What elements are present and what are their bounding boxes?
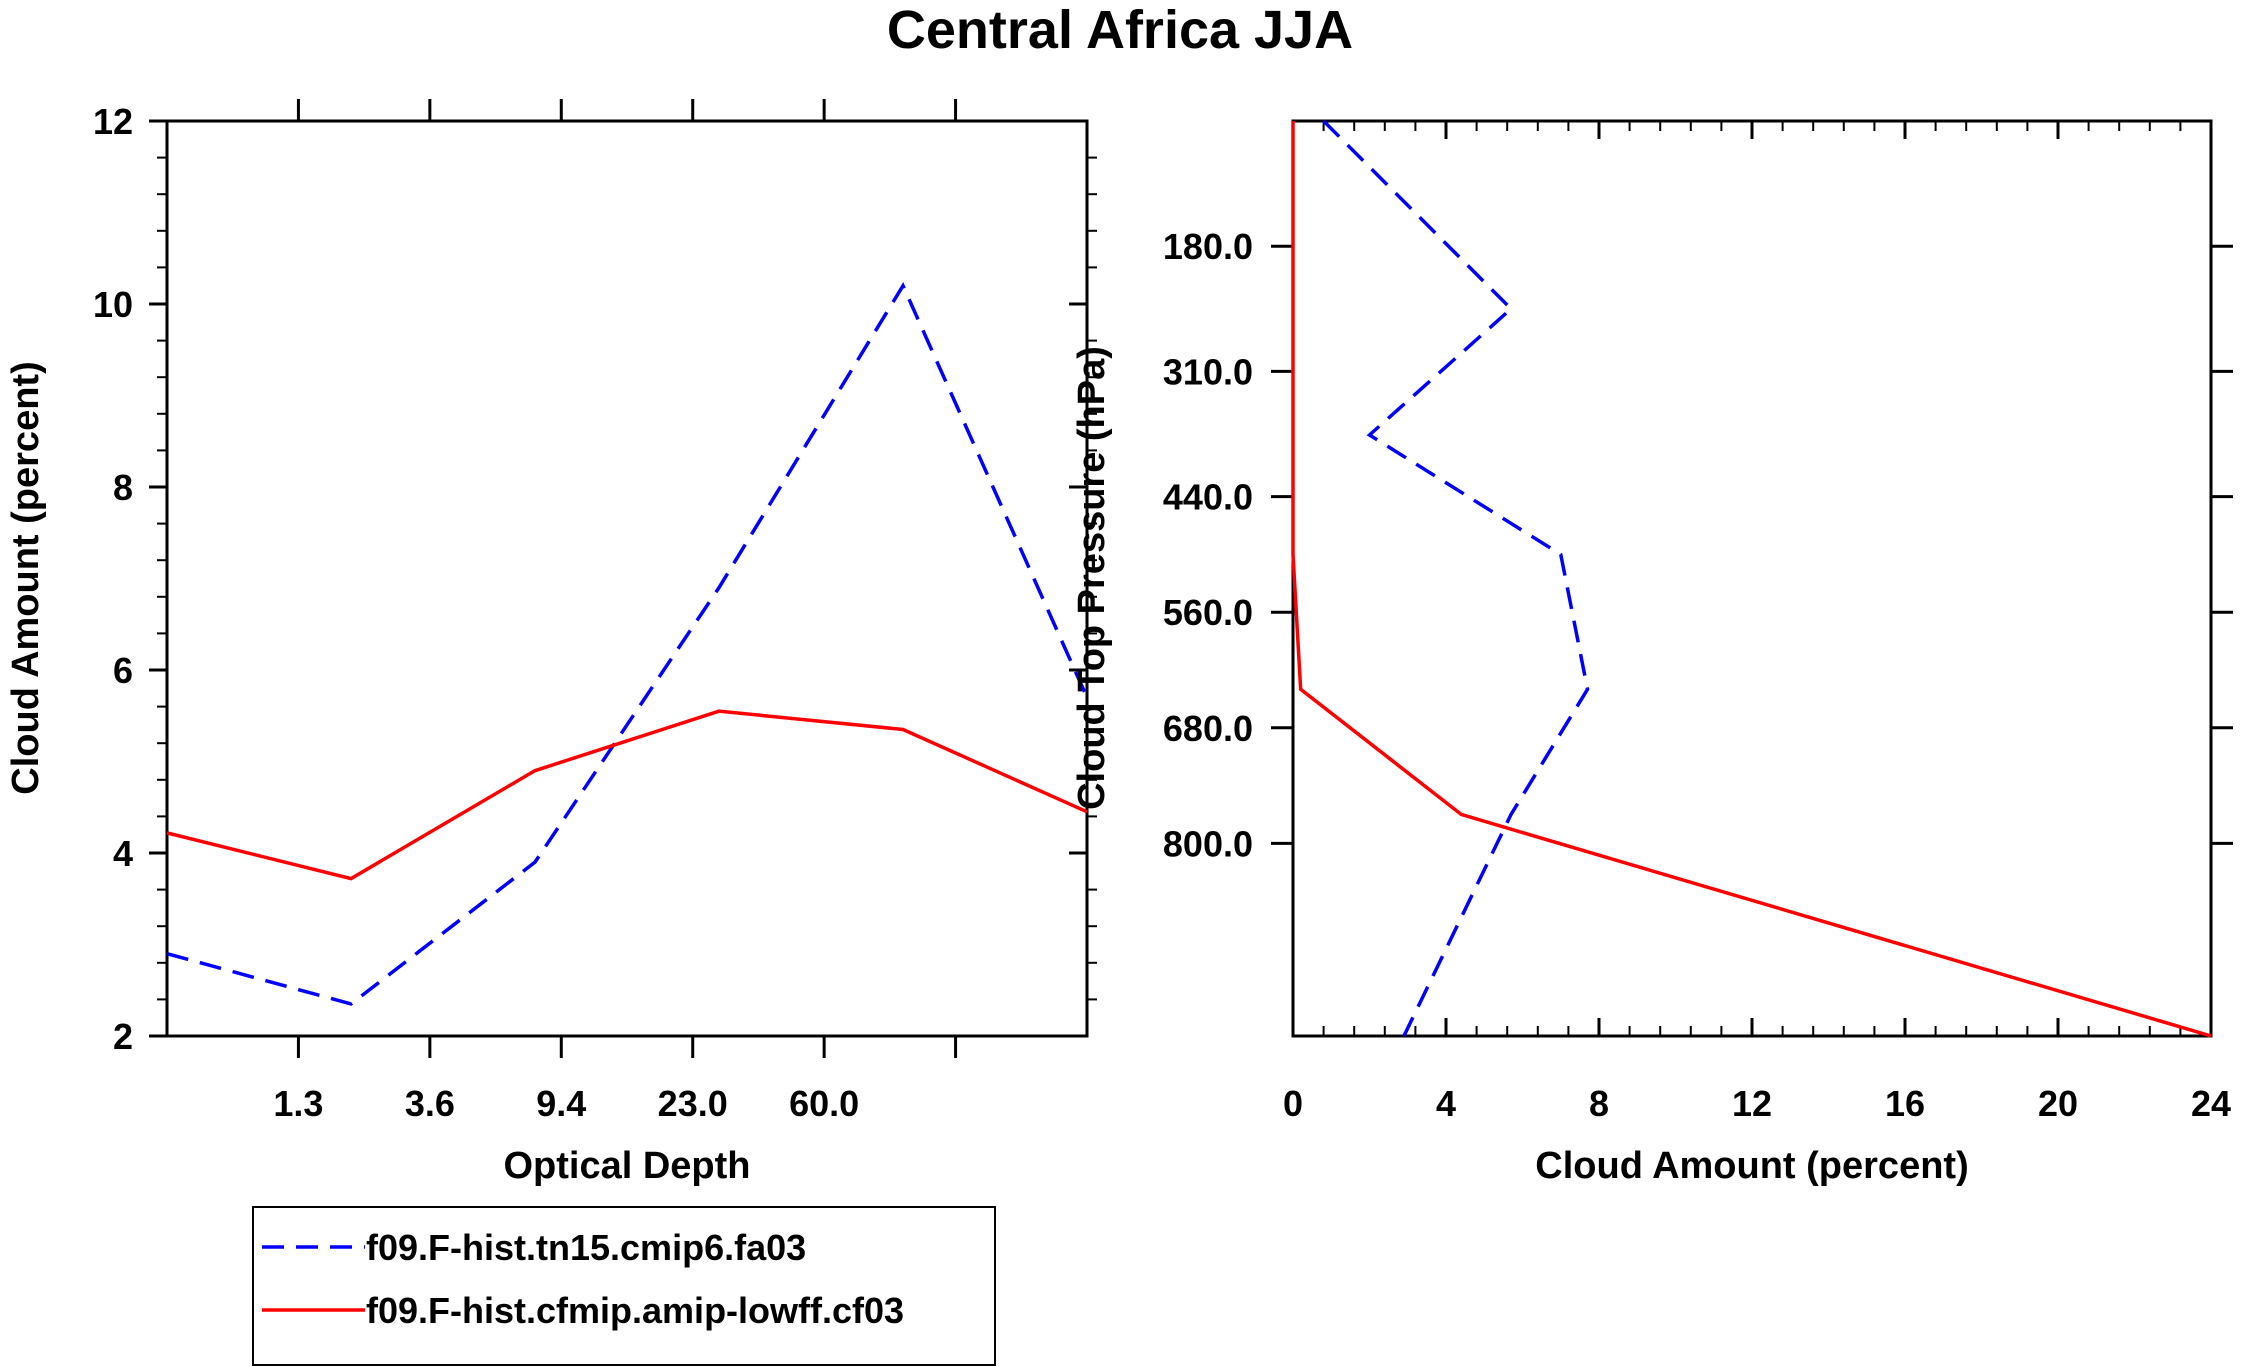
- right-tick-labels: 0 4 8 12 16 20 24 180.0 310.0 440.0 560.0 680.0 800.…: [1163, 226, 2231, 1124]
- right-y-tick-label: 310.0: [1163, 351, 1253, 392]
- right-x-tick-label: 20: [2038, 1083, 2078, 1124]
- legend-label: f09.F-hist.tn15.cmip6.fa03: [366, 1227, 806, 1268]
- left-x-tick-label: 23.0: [658, 1083, 728, 1124]
- right-y-tick-label: 560.0: [1163, 592, 1253, 633]
- left-tick-labels: 2 4 6 8 10 12 1.3 3.6 9.4 23.0 60.0: [93, 101, 859, 1124]
- left-y-axis-label: Cloud Amount (percent): [5, 361, 47, 794]
- left-y-tick-label: 2: [113, 1016, 133, 1057]
- left-plot-frame: [165, 119, 1089, 1038]
- right-x-tick-label: 12: [1732, 1083, 1772, 1124]
- right-x-tick-label: 8: [1589, 1083, 1609, 1124]
- right-y-axis-label: Cloud Top Pressure (hPa): [1071, 346, 1113, 810]
- left-x-tick-label: 9.4: [536, 1083, 586, 1124]
- left-x-tick-label: 60.0: [789, 1083, 859, 1124]
- left-y-tick-label: 6: [113, 650, 133, 691]
- right-x-axis-label: Cloud Amount (percent): [1535, 1145, 1968, 1187]
- left-y-tick-label: 8: [113, 467, 133, 508]
- right-y-tick-label: 440.0: [1163, 477, 1253, 518]
- left-y-tick-label: 4: [113, 833, 133, 874]
- left-series-lines: [166, 281, 1089, 1006]
- right-x-tick-label: 24: [2191, 1083, 2231, 1124]
- left-series-line: [166, 709, 1088, 881]
- left-x-tick-label: 1.3: [273, 1083, 323, 1124]
- left-axis-ticks: [149, 99, 1097, 1058]
- right-series-line: [1291, 121, 2212, 1038]
- chart-title: Central Africa JJA: [887, 0, 1353, 60]
- right-x-tick-label: 0: [1283, 1083, 1303, 1124]
- right-x-tick-label: 16: [1885, 1083, 1925, 1124]
- left-x-axis-label: Optical Depth: [503, 1145, 750, 1187]
- right-plot: 0 4 8 12 16 20 24 180.0 310.0 440.0 560.0 680.0 800.…: [1071, 119, 2233, 1187]
- right-x-tick-label: 4: [1436, 1083, 1456, 1124]
- left-y-tick-label: 12: [93, 101, 133, 142]
- left-x-tick-label: 3.6: [405, 1083, 455, 1124]
- right-y-tick-label: 180.0: [1163, 226, 1253, 267]
- legend: f09.F-hist.tn15.cmip6.fa03 f09.F-hist.cfm…: [252, 1206, 996, 1366]
- right-series-line: [1322, 119, 1590, 1037]
- legend-frame: [252, 1206, 996, 1366]
- left-y-tick-label: 10: [93, 284, 133, 325]
- right-y-tick-label: 800.0: [1163, 823, 1253, 864]
- legend-label: f09.F-hist.cfmip.amip-lowff.cf03: [366, 1290, 904, 1331]
- right-axis-ticks: [1271, 121, 2233, 1036]
- right-series-lines: [1291, 119, 2212, 1038]
- right-y-tick-label: 680.0: [1163, 708, 1253, 749]
- left-series-line: [166, 281, 1089, 1006]
